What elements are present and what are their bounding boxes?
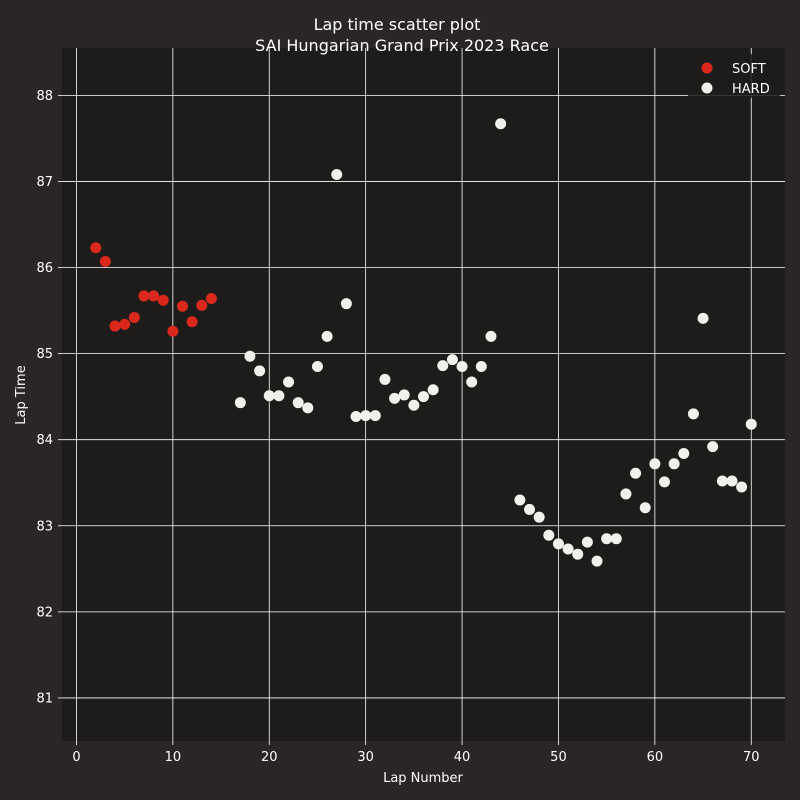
data-point-soft	[177, 300, 188, 312]
data-point-hard	[649, 458, 661, 470]
data-point-hard	[302, 402, 314, 414]
data-point-hard	[745, 418, 757, 430]
data-point-hard	[620, 488, 632, 500]
data-point-hard	[581, 536, 593, 548]
data-point-hard	[716, 475, 728, 487]
x-tick-label: 10	[165, 750, 182, 765]
data-point-hard	[707, 441, 719, 453]
legend: SOFT HARD	[688, 54, 780, 98]
chart-subtitle: SAI Hungarian Grand Prix 2023 Race	[255, 36, 549, 55]
x-axis-label: Lap Number	[383, 771, 463, 786]
data-point-soft	[99, 255, 111, 267]
grid-lines	[62, 48, 785, 741]
data-point-hard	[446, 354, 458, 366]
y-tick-label: 88	[36, 89, 53, 104]
data-point-hard	[475, 361, 487, 373]
data-point-soft	[90, 242, 102, 254]
legend-label-hard: HARD	[732, 82, 770, 97]
data-point-hard	[726, 475, 738, 487]
x-tick-label: 70	[743, 750, 760, 765]
data-point-hard	[292, 397, 304, 409]
data-point-hard	[562, 543, 574, 555]
y-axis-label: Lap Time	[14, 365, 29, 424]
data-point-hard	[659, 476, 670, 488]
data-point-soft	[148, 290, 160, 302]
data-point-hard	[601, 533, 613, 545]
data-point-hard	[389, 392, 401, 404]
data-point-hard	[552, 538, 564, 550]
data-point-soft	[157, 294, 169, 306]
data-point-hard	[495, 118, 507, 130]
y-tick-label: 82	[36, 605, 53, 620]
data-point-soft	[205, 293, 217, 305]
data-points	[90, 118, 757, 567]
data-point-hard	[283, 376, 295, 388]
data-point-soft	[119, 318, 131, 330]
y-tick-label: 81	[36, 691, 53, 706]
data-point-hard	[456, 361, 468, 373]
data-point-hard	[244, 350, 256, 362]
data-point-hard	[533, 511, 545, 523]
legend-marker-soft	[701, 62, 713, 74]
data-point-soft	[167, 325, 179, 337]
data-point-hard	[418, 391, 429, 403]
chart-title: Lap time scatter plot	[314, 15, 481, 34]
data-point-hard	[514, 494, 526, 506]
data-point-hard	[678, 447, 690, 459]
data-point-soft	[128, 311, 140, 323]
data-point-hard	[639, 502, 651, 514]
data-point-hard	[427, 384, 439, 396]
data-point-hard	[572, 548, 584, 560]
x-tick-label: 20	[261, 750, 278, 765]
axis-ticks: 0 10 20 30 40 50 60 70 81 82 83 84 85 86 87 88	[36, 89, 759, 765]
data-point-hard	[668, 458, 680, 470]
data-point-hard	[263, 390, 275, 402]
data-point-soft	[138, 290, 150, 302]
y-tick-label: 87	[36, 175, 53, 190]
data-point-soft	[196, 299, 208, 311]
data-point-hard	[350, 410, 362, 422]
data-point-hard	[630, 467, 642, 479]
x-tick-label: 0	[72, 750, 80, 765]
y-tick-label: 84	[36, 433, 53, 448]
data-point-hard	[254, 365, 266, 377]
data-point-hard	[379, 373, 391, 385]
data-point-hard	[687, 408, 699, 420]
data-point-hard	[331, 169, 343, 181]
x-tick-label: 50	[550, 750, 567, 765]
y-tick-label: 83	[36, 519, 53, 534]
y-tick-label: 85	[36, 347, 53, 362]
data-point-hard	[485, 330, 497, 342]
data-point-hard	[543, 529, 555, 541]
data-point-hard	[369, 410, 381, 422]
data-point-hard	[610, 533, 622, 545]
data-point-hard	[273, 390, 285, 402]
data-point-hard	[697, 312, 709, 324]
data-point-hard	[398, 389, 410, 401]
data-point-hard	[234, 397, 246, 409]
data-point-hard	[524, 503, 536, 515]
data-point-hard	[311, 361, 323, 373]
data-point-hard	[321, 330, 333, 342]
data-point-hard	[466, 376, 478, 388]
x-tick-label: 40	[454, 750, 471, 765]
legend-label-soft: SOFT	[732, 62, 766, 77]
x-tick-label: 30	[357, 750, 374, 765]
data-point-soft	[109, 320, 121, 332]
legend-marker-hard	[701, 82, 713, 94]
x-tick-label: 60	[647, 750, 664, 765]
data-point-soft	[186, 316, 198, 328]
data-point-hard	[340, 298, 352, 310]
data-point-hard	[437, 360, 449, 372]
y-tick-label: 86	[36, 261, 53, 276]
data-point-hard	[360, 410, 372, 422]
data-point-hard	[408, 399, 420, 411]
data-point-hard	[736, 481, 748, 493]
data-point-hard	[591, 555, 603, 567]
